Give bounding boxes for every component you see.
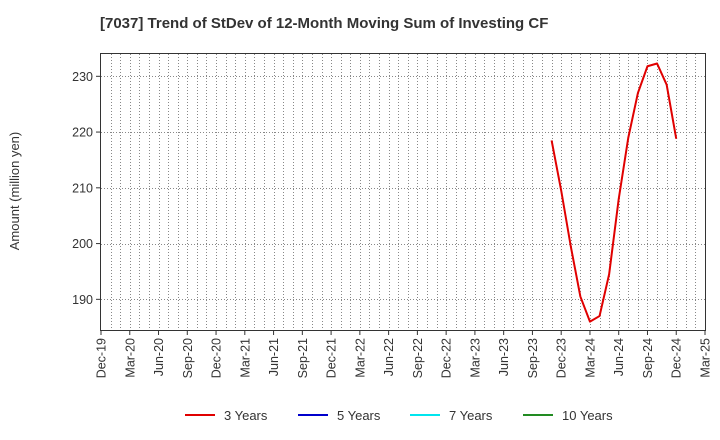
x-tick-label: Dec-20 xyxy=(210,338,224,378)
x-tick-label: Sep-22 xyxy=(411,338,425,378)
x-tick-label: Sep-24 xyxy=(641,338,655,378)
chart-title: [7037] Trend of StDev of 12-Month Moving… xyxy=(100,15,548,32)
x-tick-label: Dec-21 xyxy=(325,338,339,378)
x-tick-label: Sep-23 xyxy=(526,338,540,378)
y-tick-label: 210 xyxy=(72,181,93,195)
y-tick-label: 220 xyxy=(72,126,93,140)
y-axis: 190 200 210 220 230 xyxy=(72,70,101,307)
x-tick-label: Mar-25 xyxy=(699,338,713,378)
y-tick-label: 230 xyxy=(72,70,93,84)
x-tick-label: Mar-21 xyxy=(238,338,252,378)
series-lines xyxy=(550,62,678,323)
legend-label: 3 Years xyxy=(224,408,268,423)
series-line xyxy=(550,62,678,323)
legend-label: 10 Years xyxy=(562,408,613,423)
x-tick-label: Jun-20 xyxy=(152,338,166,376)
x-tick-label: Jun-23 xyxy=(497,338,511,376)
x-tick-label: Mar-22 xyxy=(353,338,367,378)
legend: 3 Years 5 Years 7 Years 10 Years xyxy=(185,408,613,423)
x-tick-label: Sep-21 xyxy=(296,338,310,378)
x-tick-label: Jun-24 xyxy=(612,338,626,376)
x-axis: Dec-19 Mar-20 Jun-20 Sep-20 Dec-20 Mar-21 Jun-… xyxy=(95,330,713,378)
y-tick-label: 190 xyxy=(72,293,93,307)
x-tick-label: Dec-19 xyxy=(95,338,109,378)
grid xyxy=(101,54,705,330)
x-tick-label: Dec-24 xyxy=(670,338,684,378)
x-tick-label: Jun-21 xyxy=(267,338,281,376)
y-axis-label: Amount (million yen) xyxy=(7,132,22,251)
x-tick-label: Dec-23 xyxy=(555,338,569,378)
x-tick-label: Jun-22 xyxy=(382,338,396,376)
x-tick-label: Mar-24 xyxy=(583,338,597,378)
legend-label: 7 Years xyxy=(449,408,493,423)
legend-label: 5 Years xyxy=(337,408,381,423)
x-tick-label: Sep-20 xyxy=(181,338,195,378)
plot-area xyxy=(100,53,706,331)
x-tick-label: Mar-20 xyxy=(123,338,137,378)
x-tick-label: Dec-22 xyxy=(440,338,454,378)
y-tick-label: 200 xyxy=(72,237,93,251)
x-tick-label: Mar-23 xyxy=(468,338,482,378)
